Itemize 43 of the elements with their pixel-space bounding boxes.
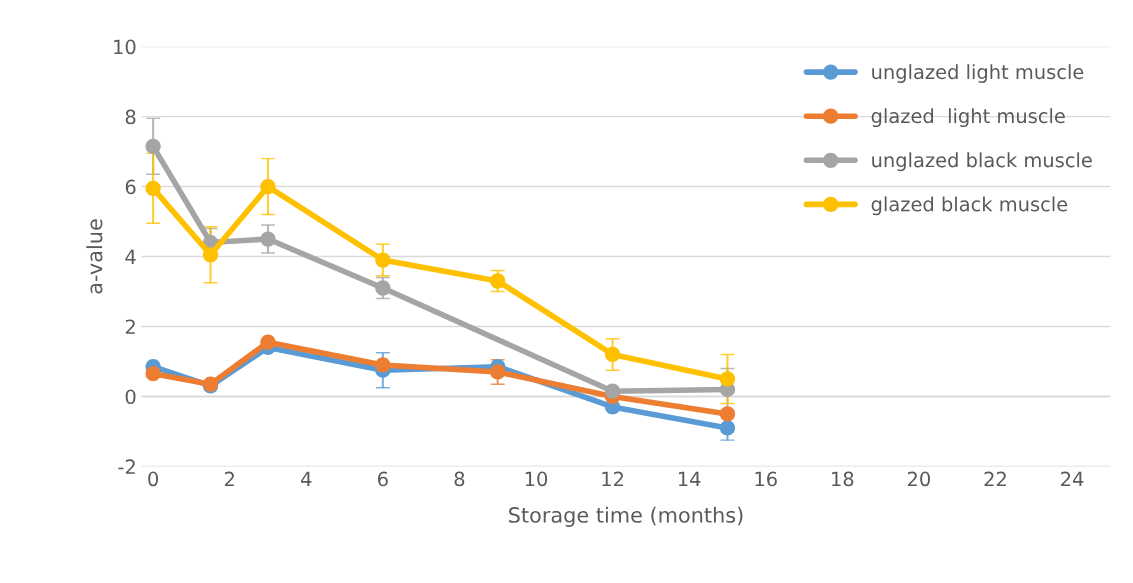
point	[375, 252, 391, 268]
point	[260, 334, 276, 350]
x-tick-label: 8	[454, 471, 465, 487]
x-tick-label: 22	[984, 471, 1006, 487]
x-tick-label: 10	[525, 471, 548, 487]
y-tick-label: 2	[125, 319, 135, 334]
x-tick-label: 24	[1061, 471, 1084, 487]
point	[145, 138, 161, 154]
point	[490, 273, 506, 289]
y-tick-label: 6	[125, 179, 136, 195]
legend-label: glazed black muscle	[871, 196, 1068, 216]
point	[719, 420, 736, 436]
point	[260, 178, 276, 195]
y-tick-label: 10	[114, 39, 136, 55]
x-tick-label: 2	[224, 471, 234, 487]
y-axis-title: a-value	[86, 219, 103, 294]
point	[604, 346, 621, 363]
x-axis-title: Storage time (months)	[509, 506, 743, 527]
x-tick-label: 4	[301, 471, 312, 487]
point	[145, 366, 161, 382]
point	[719, 406, 736, 422]
y-tick-label: 4	[125, 249, 136, 264]
point	[604, 383, 621, 399]
point	[202, 247, 219, 263]
y-tick-label: 8	[125, 109, 136, 125]
legend-label: unglazed black muscle	[872, 152, 1092, 172]
legend-label: unglazed light muscle	[872, 64, 1084, 83]
x-tick-label: 20	[907, 471, 930, 487]
x-tick-label: 14	[678, 471, 701, 487]
point	[490, 364, 506, 380]
y-tick-label: 0	[125, 389, 136, 405]
y-tick-label: -2	[118, 459, 135, 474]
x-tick-label: 0	[148, 471, 159, 487]
point	[145, 180, 161, 196]
point	[375, 357, 391, 373]
x-tick-label: 16	[755, 471, 777, 487]
point	[719, 371, 736, 387]
x-tick-label: 18	[832, 471, 854, 487]
x-tick-label: 6	[378, 471, 388, 487]
x-tick-label: 12	[602, 471, 623, 487]
point	[260, 231, 276, 247]
legend-label: glazed light muscle	[871, 108, 1065, 128]
point	[375, 280, 391, 296]
